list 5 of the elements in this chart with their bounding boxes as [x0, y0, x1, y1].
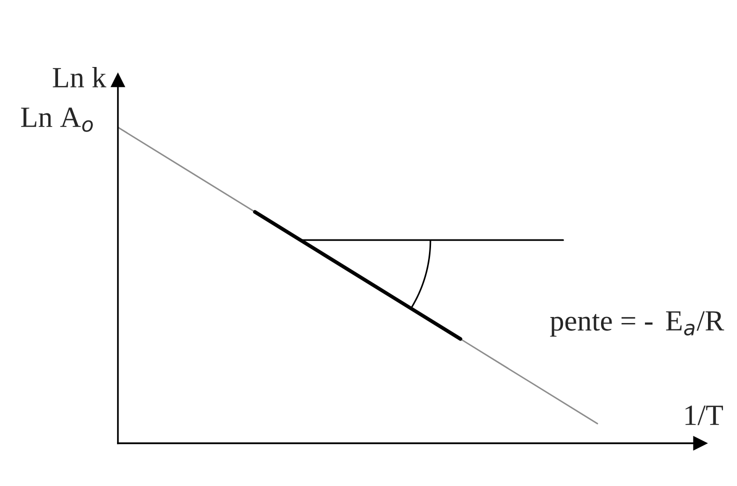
annotation: pente = - — [550, 314, 653, 337]
y-axis-title: Ln k — [52, 66, 106, 88]
annotation: Ln A$_{o}$ — [21, 108, 93, 132]
text: E$_{a}$/R — [666, 311, 724, 336]
x-axis-title: 1/T — [686, 406, 723, 426]
